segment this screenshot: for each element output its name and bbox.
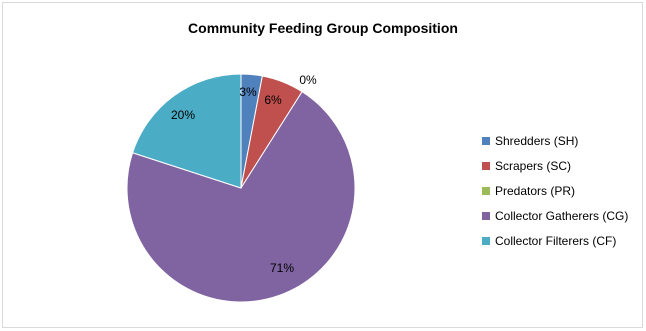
legend-item: Collector Filterers (CF): [482, 228, 628, 253]
slice-data-label: 6%: [264, 93, 282, 107]
slice-data-label: 3%: [239, 85, 257, 99]
legend-swatch: [482, 211, 490, 220]
legend: Shredders (SH) Scrapers (SC) Predators (PR…: [482, 128, 628, 253]
legend-label: Collector Gatherers (CG): [495, 208, 629, 223]
slice-data-label: 20%: [171, 108, 195, 122]
legend-item: Scrapers (SC): [482, 153, 628, 178]
legend-item: Shredders (SH): [482, 128, 628, 153]
legend-label: Predators (PR): [495, 183, 576, 198]
legend-label: Collector Filterers (CF): [495, 233, 617, 248]
pie-slice: [126, 91, 356, 303]
legend-label: Scrapers (SC): [495, 158, 572, 173]
legend-label: Shredders (SH): [495, 133, 579, 148]
legend-item: Predators (PR): [482, 178, 628, 203]
legend-item: Collector Gatherers (CG): [482, 203, 628, 228]
pie-slice: [131, 73, 242, 189]
chart-title: Community Feeding Group Composition: [188, 20, 458, 36]
slice-data-label: 71%: [270, 261, 294, 275]
legend-swatch: [482, 236, 490, 245]
slice-data-label: 0%: [299, 73, 317, 87]
legend-swatch: [482, 186, 490, 195]
legend-swatch: [482, 136, 490, 145]
legend-swatch: [482, 161, 490, 170]
